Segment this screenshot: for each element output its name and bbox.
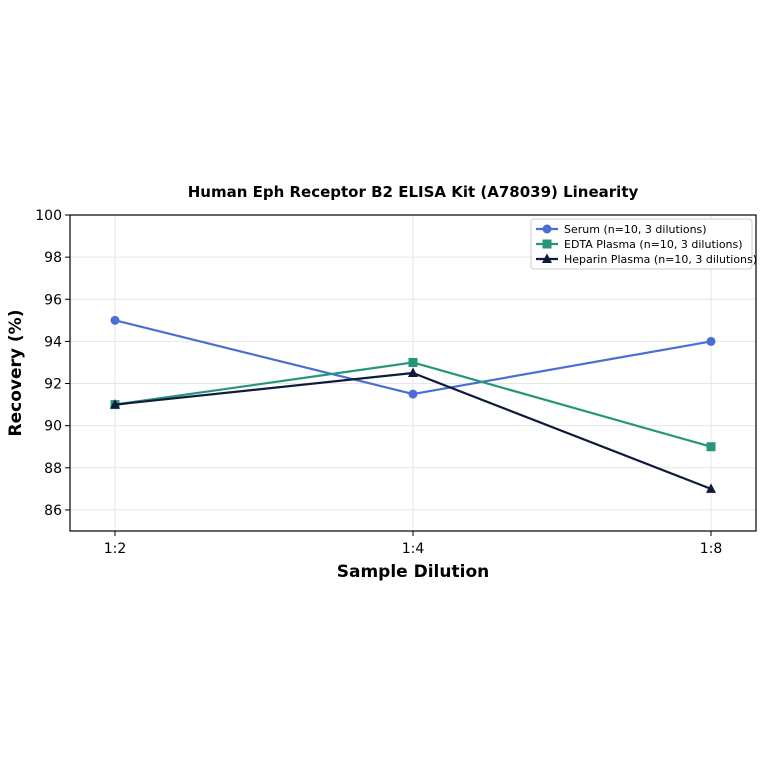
x-tick-label: 1:8 <box>700 541 723 557</box>
y-tick-label: 96 <box>44 292 62 308</box>
y-axis-title: Recovery (%) <box>6 310 26 437</box>
y-tick-label: 98 <box>44 250 62 266</box>
legend-marker <box>542 239 552 249</box>
legend-marker <box>542 224 552 234</box>
x-axis-title: Sample Dilution <box>337 562 489 582</box>
data-point <box>110 315 120 325</box>
legend-label: Heparin Plasma (n=10, 3 dilutions) <box>564 253 757 266</box>
legend: Serum (n=10, 3 dilutions) EDTA Plasma (n=… <box>530 218 757 270</box>
y-axis: 86 88 90 92 94 96 98 100 <box>35 208 70 519</box>
chart-title: Human Eph Receptor B2 ELISA Kit (A78039)… <box>188 183 639 201</box>
y-tick-label: 92 <box>44 377 62 393</box>
legend-item: EDTA Plasma (n=10, 3 dilutions) <box>536 238 743 251</box>
series-2 <box>110 367 716 493</box>
x-axis: 1:2 1:4 1:8 <box>104 531 723 557</box>
legend-label: Serum (n=10, 3 dilutions) <box>564 223 707 236</box>
legend-item: Heparin Plasma (n=10, 3 dilutions) <box>536 253 757 266</box>
series-0 <box>110 315 716 399</box>
series-layer <box>110 315 716 493</box>
data-point <box>706 442 716 452</box>
data-point <box>408 367 418 377</box>
data-point <box>110 399 120 409</box>
x-tick-label: 1:4 <box>402 541 425 557</box>
legend-marker <box>542 253 552 263</box>
y-tick-label: 94 <box>44 334 62 350</box>
legend-label: EDTA Plasma (n=10, 3 dilutions) <box>564 238 743 251</box>
legend-item: Serum (n=10, 3 dilutions) <box>536 223 707 236</box>
data-point <box>408 389 418 399</box>
y-tick-label: 90 <box>44 419 62 435</box>
data-point <box>706 483 716 493</box>
x-tick-label: 1:2 <box>104 541 127 557</box>
data-point <box>706 336 716 346</box>
y-tick-label: 88 <box>44 461 62 477</box>
y-tick-label: 100 <box>35 208 62 224</box>
y-tick-label: 86 <box>44 503 62 519</box>
data-point <box>408 357 418 367</box>
legend-box <box>530 218 753 270</box>
